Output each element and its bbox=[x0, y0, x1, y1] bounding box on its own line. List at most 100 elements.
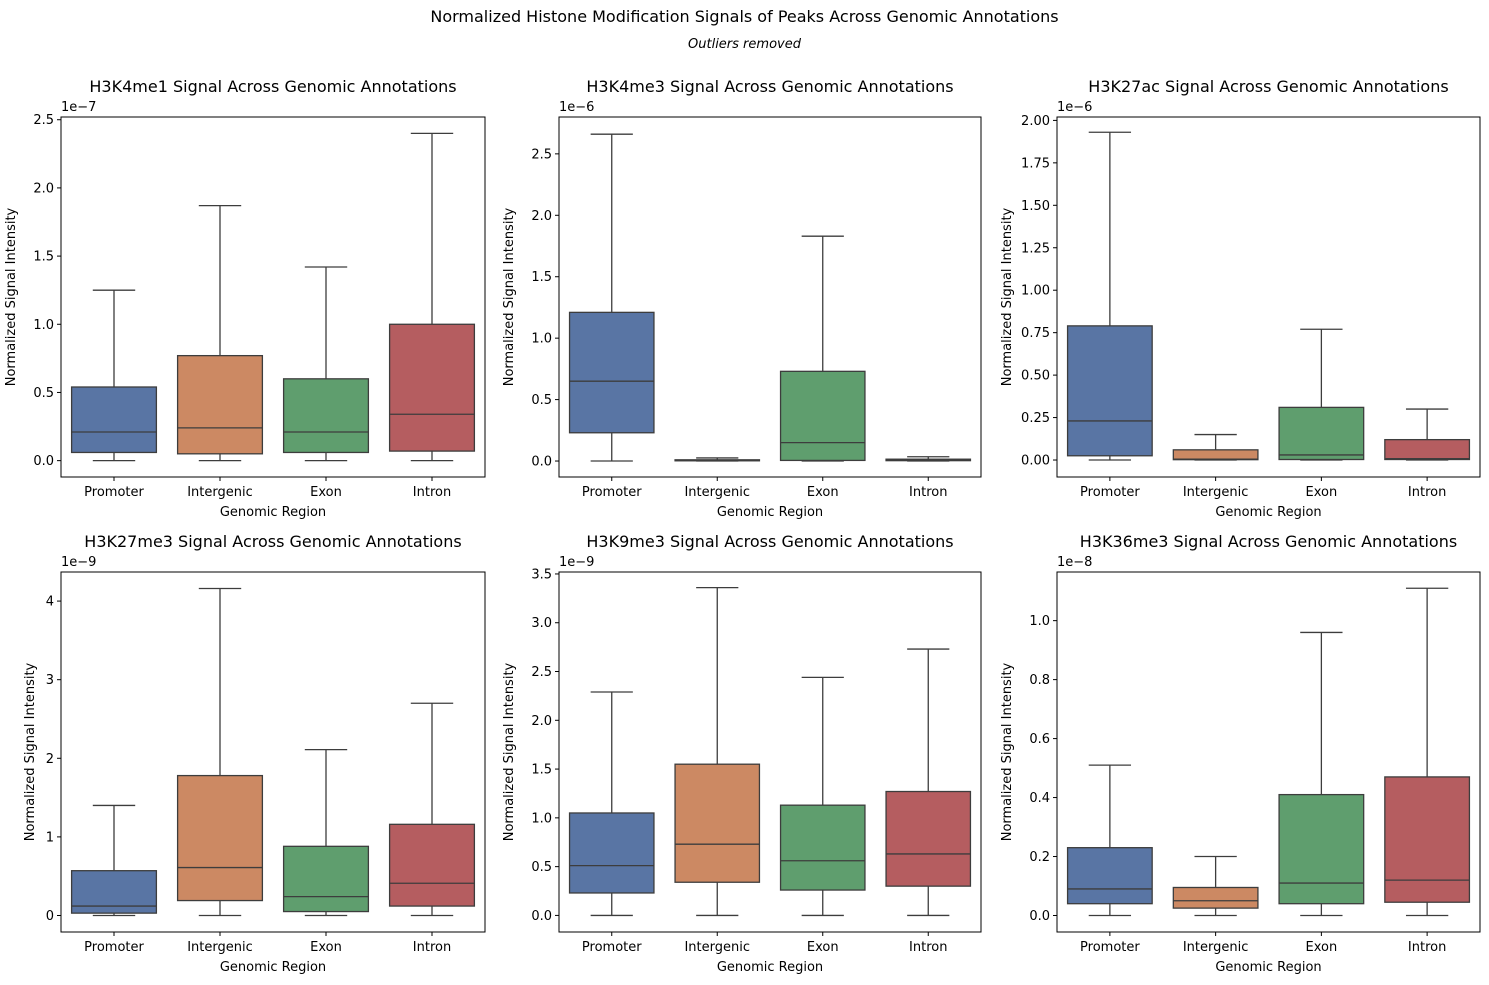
subplot-title: H3K27ac Signal Across Genomic Annotation… bbox=[1088, 77, 1448, 96]
box-body bbox=[70, 386, 158, 454]
box-intron bbox=[1384, 587, 1471, 917]
y-tick-label: 3.0 bbox=[531, 616, 552, 631]
y-tick-label: 0.4 bbox=[1029, 791, 1050, 806]
box-exon bbox=[1278, 631, 1365, 917]
y-tick-label: 2 bbox=[46, 752, 54, 767]
box-intergenic bbox=[674, 457, 761, 462]
y-axis-label: Normalized Signal Intensity bbox=[1000, 662, 1015, 841]
subplot-6: 0.0 0.2 0.4 0.6 0.8 1.0 Promoter Intergenic Exon… bbox=[1000, 532, 1481, 975]
box-body bbox=[1384, 776, 1471, 903]
x-tick-label: Intron bbox=[413, 485, 451, 500]
box-intron bbox=[1384, 408, 1471, 461]
box-intergenic bbox=[176, 204, 264, 462]
subplot-title: H3K4me3 Signal Across Genomic Annotation… bbox=[586, 77, 953, 96]
y-tick-label: 1.0 bbox=[33, 318, 54, 333]
y-tick-label: 2.5 bbox=[531, 665, 552, 680]
box-body bbox=[1278, 406, 1365, 461]
box-promoter bbox=[1066, 764, 1153, 917]
box-exon bbox=[779, 676, 866, 917]
figure-title: Normalized Histone Modification Signals … bbox=[430, 7, 1059, 26]
y-tick-label: 1.5 bbox=[531, 763, 552, 778]
x-tick-label: Exon bbox=[310, 940, 342, 955]
box-intron bbox=[388, 702, 476, 917]
y-tick-label: 0.5 bbox=[33, 386, 54, 401]
y-axis-label: Normalized Signal Intensity bbox=[502, 207, 517, 386]
y-tick-label: 4 bbox=[46, 595, 54, 610]
y-tick-label: 0.2 bbox=[1029, 850, 1050, 865]
x-tick-label: Promoter bbox=[1080, 940, 1140, 955]
y-tick-label: 1.25 bbox=[1021, 241, 1050, 256]
x-axis-label: Genomic Region bbox=[220, 960, 326, 975]
subplot-title: H3K36me3 Signal Across Genomic Annotatio… bbox=[1080, 532, 1457, 551]
y-tick-label: 2.5 bbox=[531, 147, 552, 162]
y-tick-label: 2.0 bbox=[531, 209, 552, 224]
x-axis-label: Genomic Region bbox=[717, 505, 823, 520]
box-body bbox=[779, 804, 866, 891]
subplot-2: 0.0 0.5 1.0 1.5 2.0 2.5 Promoter Intergenic Exon… bbox=[502, 77, 982, 520]
box-intergenic bbox=[1172, 433, 1259, 461]
box-body bbox=[282, 378, 370, 454]
box-promoter bbox=[568, 133, 655, 462]
x-tick-label: Exon bbox=[807, 940, 839, 955]
box-body bbox=[1066, 847, 1153, 905]
box-promoter bbox=[70, 804, 158, 917]
x-tick-label: Exon bbox=[1306, 485, 1338, 500]
box-body bbox=[176, 354, 264, 455]
y-tick-label: 3 bbox=[46, 673, 54, 688]
y-tick-label: 0 bbox=[46, 909, 54, 924]
y-tick-label: 1.50 bbox=[1021, 199, 1050, 214]
axes-frame bbox=[1056, 116, 1481, 478]
y-tick-label: 0.5 bbox=[531, 860, 552, 875]
x-axis-label: Genomic Region bbox=[220, 505, 326, 520]
subplot-title: H3K4me1 Signal Across Genomic Annotation… bbox=[89, 77, 456, 96]
x-axis-label: Genomic Region bbox=[717, 960, 823, 975]
x-tick-label: Intron bbox=[1408, 485, 1446, 500]
y-tick-label: 0.50 bbox=[1021, 369, 1050, 384]
box-exon bbox=[282, 748, 370, 917]
x-tick-label: Intergenic bbox=[684, 940, 750, 955]
x-tick-label: Promoter bbox=[1080, 485, 1140, 500]
x-tick-label: Promoter bbox=[84, 485, 144, 500]
y-offset-label: 1e−8 bbox=[1057, 555, 1092, 570]
box-body bbox=[1172, 449, 1259, 461]
x-tick-label: Intergenic bbox=[187, 485, 253, 500]
y-offset-label: 1e−9 bbox=[559, 555, 594, 570]
x-tick-label: Exon bbox=[1306, 940, 1338, 955]
x-tick-label: Exon bbox=[807, 485, 839, 500]
y-tick-label: 0.25 bbox=[1021, 411, 1050, 426]
x-tick-label: Intron bbox=[909, 940, 947, 955]
y-tick-label: 0.0 bbox=[531, 909, 552, 924]
x-axis-label: Genomic Region bbox=[1215, 960, 1321, 975]
box-body bbox=[568, 812, 655, 894]
box-promoter bbox=[1066, 131, 1153, 461]
axes-frame bbox=[60, 116, 486, 478]
subplot-4: 0 1 2 3 4 Promoter Intergenic Exon Intron 1e−9 H3K… bbox=[23, 532, 486, 975]
box-intron bbox=[885, 456, 972, 462]
box-body bbox=[674, 763, 761, 883]
y-tick-label: 2.0 bbox=[531, 714, 552, 729]
y-tick-label: 0.5 bbox=[531, 393, 552, 408]
x-tick-label: Intergenic bbox=[1183, 485, 1249, 500]
y-tick-label: 0.0 bbox=[531, 455, 552, 470]
box-exon bbox=[1278, 328, 1365, 461]
axes-frame bbox=[60, 571, 486, 933]
x-tick-label: Intergenic bbox=[187, 940, 253, 955]
box-promoter bbox=[568, 691, 655, 917]
box-exon bbox=[779, 235, 866, 462]
x-tick-label: Intron bbox=[909, 485, 947, 500]
y-tick-label: 0.0 bbox=[1029, 909, 1050, 924]
box-body bbox=[388, 323, 476, 452]
subplot-title: H3K27me3 Signal Across Genomic Annotatio… bbox=[84, 532, 461, 551]
box-body bbox=[1384, 438, 1471, 461]
y-tick-label: 2.5 bbox=[33, 113, 54, 128]
box-body bbox=[388, 823, 476, 907]
y-tick-label: 0.0 bbox=[33, 454, 54, 469]
y-axis-label: Normalized Signal Intensity bbox=[4, 207, 19, 386]
y-tick-label: 0.00 bbox=[1021, 454, 1050, 469]
y-offset-label: 1e−6 bbox=[1057, 100, 1092, 115]
y-tick-label: 0.8 bbox=[1029, 673, 1050, 688]
y-tick-label: 1.5 bbox=[33, 250, 54, 265]
box-body bbox=[568, 311, 655, 434]
y-tick-label: 2.0 bbox=[33, 181, 54, 196]
box-body bbox=[779, 370, 866, 462]
